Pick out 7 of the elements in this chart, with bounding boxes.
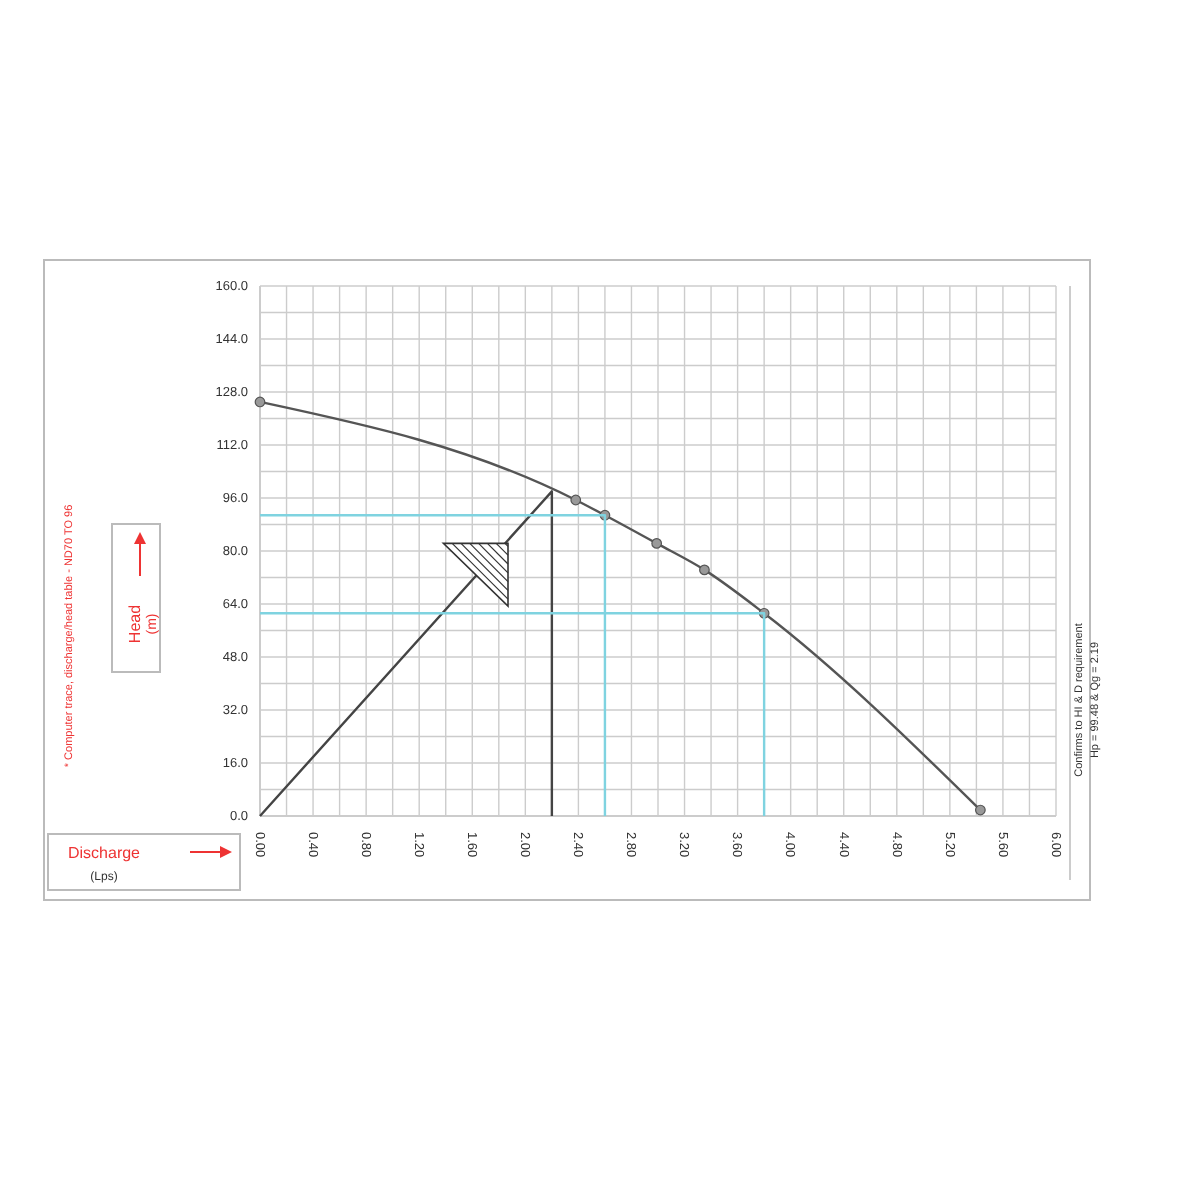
point xyxy=(974,804,986,816)
point xyxy=(570,494,582,506)
x-axis-title: Discharge xyxy=(67,844,142,862)
point xyxy=(699,564,710,576)
point xyxy=(651,538,663,549)
point xyxy=(254,396,266,408)
y-axis-title: Head xyxy=(126,604,144,644)
